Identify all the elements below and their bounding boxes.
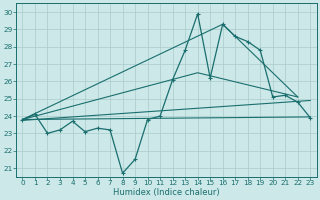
X-axis label: Humidex (Indice chaleur): Humidex (Indice chaleur) xyxy=(113,188,220,197)
